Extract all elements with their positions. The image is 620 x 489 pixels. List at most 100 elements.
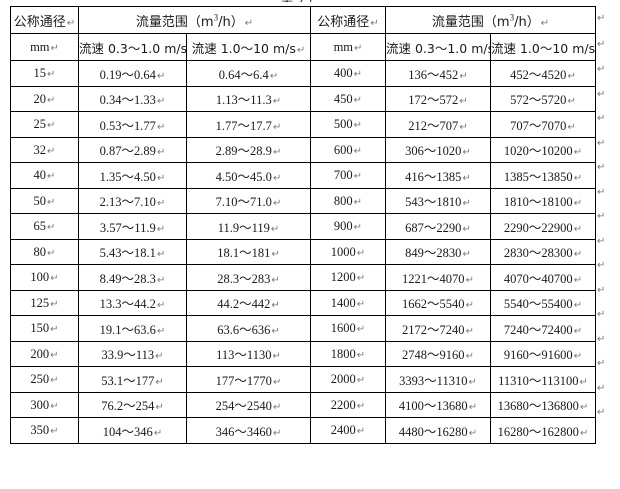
cell-flow-low-left: 104～346↵ — [78, 417, 187, 444]
paragraph-mark-icon: ↵ — [50, 349, 59, 361]
paragraph-mark-icon: ↵ — [244, 17, 254, 29]
subheader-velocity-low-left: 流速 0.3～1.0 m/s↵ — [78, 33, 187, 61]
flow-range-table: 公称通径↵ 流量范围（m3/h）↵ 公称通径↵ 流量范围（m3/h）↵ mm↵ … — [10, 6, 596, 444]
cell-nominal-diameter-right: 600↵ — [310, 136, 386, 163]
header-row-main: 公称通径↵ 流量范围（m3/h）↵ 公称通径↵ 流量范围（m3/h）↵ — [10, 6, 596, 34]
paragraph-mark-icon: ↵ — [356, 247, 366, 259]
paragraph-mark-icon: ↵ — [272, 402, 282, 414]
cell-nominal-diameter-left: 125↵ — [10, 289, 79, 316]
paragraph-mark-icon: ↵ — [271, 249, 280, 261]
cell-nominal-diameter-right: 1000↵ — [310, 238, 386, 265]
paragraph-mark-icon: ↵ — [462, 249, 471, 261]
paragraph-mark-icon: ↵ — [270, 223, 280, 235]
table-row: 20↵ 0.34～1.33↵ 1.13～11.3↵ 450↵ 172～572↵ 572～5… — [10, 85, 596, 112]
cell-flow-high-left: 2.89～28.9↵ — [186, 136, 311, 163]
cell-flow-high-left: 254～2540↵ — [186, 391, 311, 418]
cell-flow-high-right: 13680～136800↵ — [490, 391, 596, 418]
table-row: 80↵ 5.43～18.1↵ 18.1～181↵ 1000↵ 849～2830↵ 2830… — [10, 238, 596, 265]
cell-flow-low-left: 0.53～1.77↵ — [78, 111, 187, 138]
subheader-velocity-high-right: 流速 1.0～10 m/s↵ — [490, 33, 596, 61]
paragraph-mark-icon: ↵ — [353, 171, 363, 183]
paragraph-mark-icon: ↵ — [597, 382, 606, 394]
cell-flow-low-left: 2.13～7.10↵ — [78, 187, 187, 214]
paragraph-mark-icon: ↵ — [47, 196, 56, 208]
table-header: 公称通径↵ 流量范围（m3/h）↵ 公称通径↵ 流量范围（m3/h）↵ mm↵ … — [10, 6, 596, 61]
paragraph-mark-icon: ↵ — [156, 300, 166, 312]
paragraph-mark-icon: ↵ — [567, 96, 576, 108]
paragraph-mark-icon: ↵ — [272, 198, 282, 210]
paragraph-mark-icon: ↵ — [465, 274, 474, 286]
paragraph-mark-icon: ↵ — [296, 44, 306, 56]
cell-flow-high-left: 113～1130↵ — [186, 340, 311, 367]
table-row: 25↵ 0.53～1.77↵ 1.77～17.7↵ 500↵ 212～707↵ 707～7… — [10, 111, 596, 138]
cell-flow-high-left: 4.50～45.0↵ — [186, 162, 311, 189]
cell-flow-low-left: 53.1～177↵ — [78, 366, 187, 393]
flow-range-table-container: 公称通径↵ 流量范围（m3/h）↵ 公称通径↵ 流量范围（m3/h）↵ mm↵ … — [10, 6, 596, 444]
paragraph-mark-icon: ↵ — [47, 171, 56, 183]
paragraph-mark-icon: ↵ — [269, 70, 279, 82]
cell-nominal-diameter-right: 1200↵ — [310, 264, 386, 291]
cell-nominal-diameter-right: 800↵ — [310, 187, 386, 214]
table-row: 350↵ 104～346↵ 346～3460↵ 2400↵ 4480～16280↵ 162… — [10, 417, 596, 444]
cell-flow-high-right: 1020～10200↵ — [490, 136, 596, 163]
cell-flow-high-right: 16280～162800↵ — [490, 417, 596, 444]
paragraph-mark-icon: ↵ — [573, 325, 583, 337]
cell-flow-low-right: 543～1810↵ — [385, 187, 491, 214]
table-row: 300↵ 76.2～254↵ 254～2540↵ 2200↵ 4100～13680↵ 13… — [10, 391, 596, 418]
table-row: 150↵ 19.1～63.6↵ 63.6～636↵ 1600↵ 2172～7240↵ 72… — [10, 315, 596, 342]
paragraph-mark-icon: ↵ — [155, 351, 164, 363]
paragraph-mark-icon: ↵ — [272, 96, 282, 108]
paragraph-mark-icon: ↵ — [50, 375, 59, 387]
cell-nominal-diameter-right: 700↵ — [310, 162, 386, 189]
paragraph-mark-icon: ↵ — [468, 402, 478, 414]
paragraph-mark-icon: ↵ — [597, 211, 606, 222]
cell-flow-low-left: 19.1～63.6↵ — [78, 315, 187, 342]
paragraph-mark-icon: ↵ — [353, 145, 363, 157]
cell-flow-low-right: 3393～11310↵ — [385, 366, 491, 393]
paragraph-mark-icon: ↵ — [50, 298, 59, 310]
cell-nominal-diameter-right: 900↵ — [310, 213, 386, 240]
cell-flow-low-right: 1662～5540↵ — [385, 289, 491, 316]
paragraph-mark-icon: ↵ — [47, 247, 56, 259]
cell-flow-low-right: 2748～9160↵ — [385, 340, 491, 367]
cell-nominal-diameter-left: 65↵ — [10, 213, 79, 240]
paragraph-mark-icon: ↵ — [579, 402, 589, 414]
paragraph-mark-icon: ↵ — [356, 273, 366, 285]
cell-flow-low-right: 416～1385↵ — [385, 162, 491, 189]
cell-flow-low-right: 306～1020↵ — [385, 136, 491, 163]
subheader-unit-mm-left: mm↵ — [10, 33, 79, 61]
paragraph-mark-icon: ↵ — [597, 407, 606, 418]
paragraph-mark-icon: ↵ — [597, 260, 606, 271]
paragraph-mark-icon: ↵ — [353, 222, 363, 234]
paragraph-mark-icon: ↵ — [540, 17, 550, 29]
cell-nominal-diameter-left: 32↵ — [10, 136, 79, 163]
paragraph-mark-icon: ↵ — [567, 121, 576, 133]
paragraph-mark-icon: ↵ — [579, 427, 589, 439]
cell-nominal-diameter-left: 80↵ — [10, 238, 79, 265]
paragraph-mark-icon: ↵ — [272, 147, 282, 159]
table-row: 40↵ 1.35～4.50↵ 4.50～45.0↵ 700↵ 416～1385↵ 1385… — [10, 162, 596, 189]
header-nominal-diameter-left: 公称通径↵ — [10, 6, 79, 34]
cell-nominal-diameter-left: 15↵ — [10, 60, 79, 87]
paragraph-mark-icon: ↵ — [156, 70, 166, 82]
paragraph-mark-icon: ↵ — [66, 17, 76, 29]
cell-flow-high-right: 9160～91600↵ — [490, 340, 596, 367]
paragraph-mark-icon: ↵ — [272, 121, 282, 133]
table-row: 250↵ 53.1～177↵ 177～1770↵ 2000↵ 3393～11310↵ 11… — [10, 366, 596, 393]
paragraph-mark-icon: ↵ — [459, 70, 468, 82]
paragraph-mark-icon: ↵ — [353, 196, 363, 208]
paragraph-mark-icon: ↵ — [271, 300, 280, 312]
cell-flow-high-right: 572～5720↵ — [490, 85, 596, 112]
cell-flow-high-right: 7240～72400↵ — [490, 315, 596, 342]
header-row-sub: mm↵ 流速 0.3～1.0 m/s↵ 流速 1.0～10 m/s↵ mm↵ 流… — [10, 33, 596, 61]
cell-flow-high-right: 452～4520↵ — [490, 60, 596, 87]
subheader-velocity-high-left: 流速 1.0～10 m/s↵ — [186, 33, 311, 61]
paragraph-mark-icon: ↵ — [50, 324, 59, 336]
paragraph-mark-icon: ↵ — [353, 94, 363, 106]
cell-nominal-diameter-right: 1600↵ — [310, 315, 386, 342]
cell-flow-low-left: 76.2～254↵ — [78, 391, 187, 418]
cell-flow-high-right: 11310～113100↵ — [490, 366, 596, 393]
cell-nominal-diameter-right: 2200↵ — [310, 391, 386, 418]
paragraph-mark-icon: ↵ — [370, 17, 379, 29]
paragraph-mark-icon: ↵ — [462, 198, 471, 210]
